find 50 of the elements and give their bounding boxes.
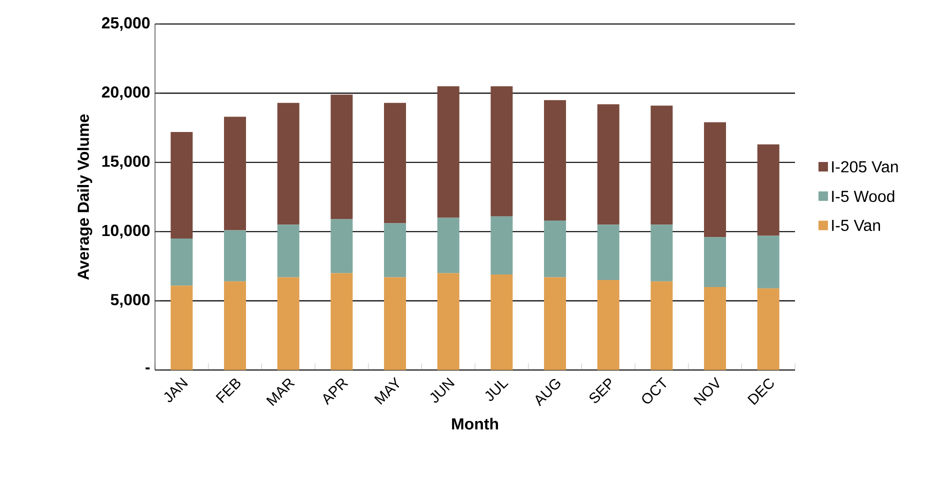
bar xyxy=(384,102,406,224)
x-axis-title: Month xyxy=(452,418,498,430)
bar xyxy=(597,224,620,280)
legend-label: I-5 Van xyxy=(832,220,880,232)
bar xyxy=(490,274,513,370)
bar xyxy=(224,116,246,230)
y-tick-label: 25,000 xyxy=(102,17,150,31)
y-axis-title: Average Daily Volume xyxy=(77,114,92,280)
bar xyxy=(704,286,726,370)
y-tick-label: - xyxy=(146,367,150,370)
bar xyxy=(650,224,673,282)
bar xyxy=(330,94,353,220)
bar xyxy=(170,286,193,370)
legend-label: I-5 Wood xyxy=(832,190,894,202)
bar xyxy=(437,273,460,370)
bar xyxy=(277,224,300,278)
y-tick-label: 15,000 xyxy=(102,156,150,170)
bar xyxy=(757,288,780,370)
bar xyxy=(490,216,513,274)
bar xyxy=(597,104,620,225)
bar xyxy=(437,218,460,274)
x-tick-label: JUL xyxy=(485,380,508,402)
bar xyxy=(277,102,300,225)
bar xyxy=(490,86,513,216)
bar xyxy=(650,281,673,370)
legend-label: I-205 Van xyxy=(832,161,898,172)
bar xyxy=(224,230,246,282)
bar xyxy=(757,236,780,288)
bar xyxy=(170,238,193,286)
bar xyxy=(704,122,726,238)
y-tick-label: 20,000 xyxy=(102,86,150,100)
bar xyxy=(544,220,566,278)
bar xyxy=(277,277,300,370)
bar xyxy=(597,280,620,370)
bar xyxy=(757,144,780,236)
x-tick-label: FEB xyxy=(216,378,240,404)
bar xyxy=(544,100,566,221)
x-tick-label: SEP xyxy=(590,378,611,403)
bar xyxy=(330,219,353,274)
bar xyxy=(384,277,406,370)
bar xyxy=(544,277,566,370)
bar xyxy=(330,273,353,370)
y-tick-label: 5,000 xyxy=(110,294,150,308)
y-tick-label: 10,000 xyxy=(102,224,150,238)
bar xyxy=(650,106,673,225)
bar xyxy=(384,223,406,278)
bar xyxy=(224,281,246,370)
bar xyxy=(170,132,193,239)
bar xyxy=(437,86,460,218)
bar xyxy=(704,237,726,287)
